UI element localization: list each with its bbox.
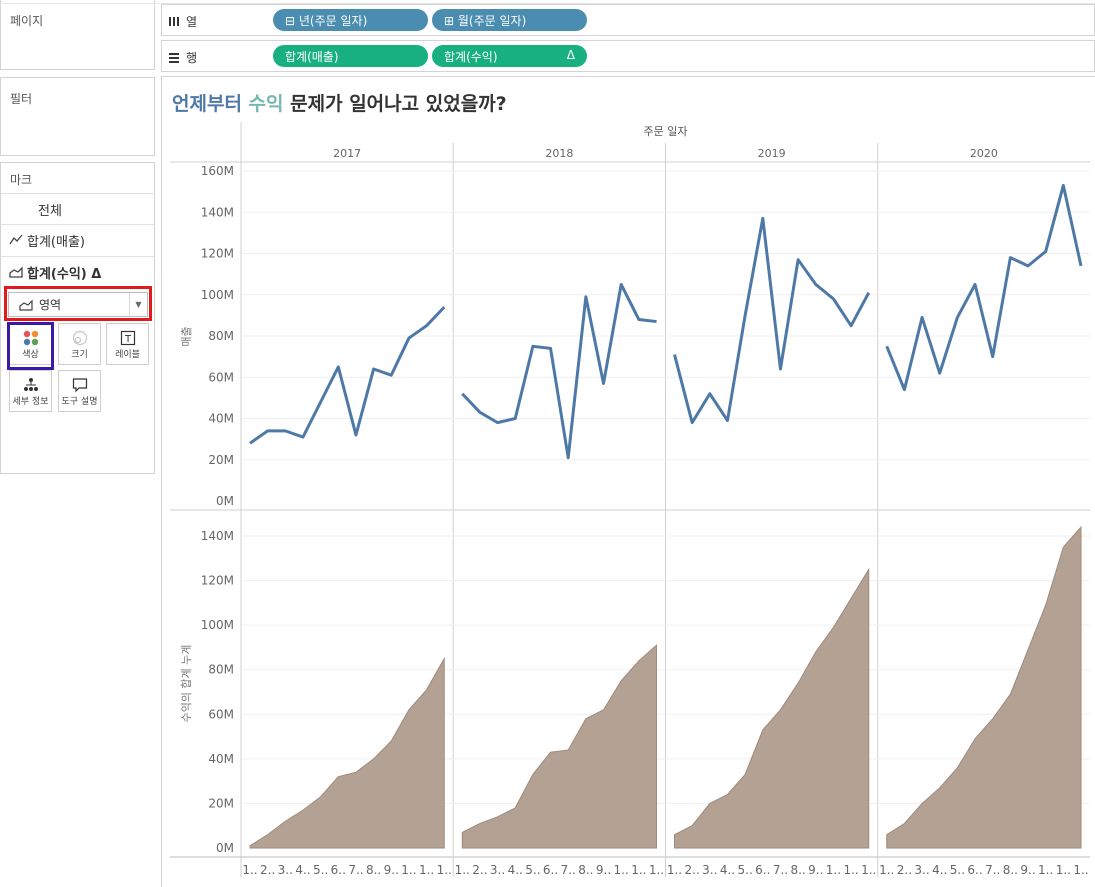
- title-part3: 문제가 일어나고 있었을까?: [290, 93, 507, 115]
- rows-label: 행: [186, 51, 198, 65]
- columns-shelf[interactable]: 열 ⊟ 년(주문 일자) ⊞ 월(주문 일자): [161, 4, 1095, 36]
- label-icon: T: [120, 330, 136, 346]
- sales-pill[interactable]: 합계(매출): [273, 45, 428, 67]
- marks-sales[interactable]: 합계(매출): [1, 224, 154, 255]
- month-pill-label: ⊞ 월(주문 일자): [444, 13, 527, 28]
- marks-profit[interactable]: 합계(수익) Δ: [1, 256, 154, 287]
- chevron-down-icon[interactable]: ▼: [129, 293, 147, 316]
- filters-title: 필터: [10, 92, 33, 106]
- filters-card[interactable]: 필터: [0, 77, 155, 156]
- title-part1: 언제부터: [172, 93, 242, 115]
- view-area: [161, 76, 1095, 887]
- profit-pill[interactable]: 합계(수익) Δ: [432, 45, 587, 67]
- marks-profit-label: 합계(수익) Δ: [27, 266, 102, 282]
- month-pill[interactable]: ⊞ 월(주문 일자): [432, 9, 587, 31]
- size-label: 크기: [71, 350, 88, 360]
- pages-title: 페이지: [10, 14, 44, 28]
- marks-sales-label: 합계(매출): [27, 234, 85, 250]
- columns-icon: [169, 17, 179, 26]
- year-pill-label: ⊟ 년(주문 일자): [285, 13, 368, 28]
- marks-title: 마크: [10, 173, 33, 187]
- top-ruler: [0, 0, 1095, 4]
- profit-pill-label: 합계(수익): [444, 49, 498, 64]
- title-part2: 수익: [248, 93, 284, 115]
- delta-icon: Δ: [566, 48, 575, 62]
- line-chart-icon: [9, 234, 23, 245]
- rows-shelf-label: 행: [168, 49, 197, 66]
- view-title: 언제부터 수익 문제가 일어나고 있었을까?: [172, 89, 507, 116]
- label-label: 레이블: [115, 350, 140, 360]
- pages-card[interactable]: 페이지: [0, 0, 155, 70]
- detail-tile[interactable]: 세부 정보: [9, 370, 52, 412]
- mark-type-highlight: [4, 286, 152, 321]
- rows-shelf[interactable]: 행 합계(매출) 합계(수익) Δ: [161, 40, 1095, 72]
- color-icon: [23, 330, 39, 346]
- columns-shelf-label: 열: [168, 13, 197, 30]
- year-pill[interactable]: ⊟ 년(주문 일자): [273, 9, 428, 31]
- size-tile[interactable]: 크기: [58, 323, 101, 365]
- tooltip-tile[interactable]: 도구 설명: [58, 370, 101, 412]
- tooltip-icon: [72, 378, 88, 393]
- detail-label: 세부 정보: [12, 397, 49, 407]
- color-tile[interactable]: 색상: [9, 323, 52, 365]
- area-chart-icon: [19, 299, 33, 311]
- rows-icon: [169, 53, 179, 63]
- detail-icon: [24, 378, 38, 391]
- left-panel: 페이지 필터 마크 전체 합계(매출) 합계(수익) Δ 영역 ▼: [0, 0, 158, 887]
- marks-all-label: 전체: [38, 203, 62, 219]
- columns-label: 열: [186, 15, 198, 29]
- size-icon: [72, 330, 88, 346]
- mark-type-dropdown[interactable]: 영역 ▼: [8, 292, 148, 317]
- color-label: 색상: [22, 350, 39, 360]
- mark-type-value: 영역: [39, 298, 62, 312]
- svg-text:T: T: [124, 334, 132, 345]
- label-tile[interactable]: T 레이블: [106, 323, 149, 365]
- marks-all[interactable]: 전체: [1, 193, 154, 224]
- area-chart-icon: [9, 266, 23, 278]
- color-tile-highlight: [7, 322, 54, 370]
- tooltip-label: 도구 설명: [61, 397, 98, 407]
- sales-pill-label: 합계(매출): [285, 49, 339, 64]
